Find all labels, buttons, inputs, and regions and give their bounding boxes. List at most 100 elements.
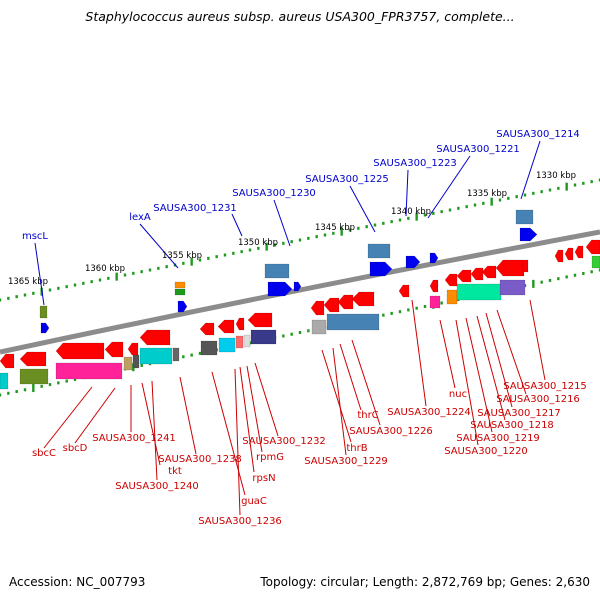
label-connector bbox=[427, 155, 471, 219]
scale-tick bbox=[182, 261, 185, 265]
scale-tick bbox=[65, 285, 68, 289]
gene-block bbox=[429, 295, 441, 309]
gene-block bbox=[127, 342, 139, 356]
gene-label-bottom: SAUSA300_1241 bbox=[92, 433, 176, 444]
gene-block bbox=[139, 347, 173, 365]
label-connector bbox=[43, 386, 93, 449]
scale-tick bbox=[332, 231, 335, 235]
inner-tick bbox=[190, 353, 193, 357]
gene-block bbox=[217, 319, 235, 334]
gene-block bbox=[351, 291, 375, 307]
gene-block bbox=[585, 239, 600, 255]
gene-label-top: SAUSA300_1223 bbox=[373, 158, 457, 169]
scale-tick bbox=[590, 180, 593, 184]
inner-tick bbox=[182, 355, 185, 359]
scale-tick bbox=[32, 291, 35, 295]
gene-block bbox=[177, 300, 188, 313]
scale-tick bbox=[490, 197, 493, 206]
scale-tick bbox=[432, 211, 435, 215]
scale-tick bbox=[398, 218, 402, 222]
gene-label-bottom: SAUSA300_1215 bbox=[503, 381, 587, 392]
label-connector bbox=[246, 365, 263, 453]
inner-tick bbox=[57, 381, 60, 385]
scale-tick bbox=[307, 236, 310, 240]
inner-tick bbox=[307, 329, 310, 333]
scale-tick bbox=[440, 210, 443, 214]
gene-block bbox=[481, 265, 497, 279]
scale-tick bbox=[248, 248, 252, 252]
inner-tick bbox=[7, 391, 10, 395]
gene-block bbox=[267, 281, 293, 297]
scale-tick bbox=[107, 276, 110, 280]
scale-tick bbox=[265, 242, 268, 251]
gene-label-bottom: SAUSA300_1226 bbox=[349, 426, 433, 437]
gene-label-bottom: rpmG bbox=[256, 452, 284, 463]
gene-block bbox=[0, 372, 9, 390]
gene-label-bottom: sbcD bbox=[63, 443, 88, 454]
scale-tick bbox=[232, 251, 235, 255]
label-connector bbox=[485, 312, 513, 408]
inner-tick bbox=[540, 280, 543, 284]
inner-tick bbox=[32, 384, 35, 393]
label-connector bbox=[234, 368, 241, 516]
inner-tick bbox=[290, 332, 293, 336]
scale-tick bbox=[223, 253, 227, 257]
scale-label: 1345 kbp bbox=[315, 223, 355, 233]
gene-block bbox=[199, 322, 215, 336]
scale-tick bbox=[7, 296, 10, 300]
label-connector bbox=[231, 213, 243, 237]
scale-tick bbox=[73, 283, 77, 287]
scale-tick bbox=[457, 206, 460, 210]
gene-block bbox=[55, 362, 123, 380]
gene-block bbox=[398, 284, 410, 298]
gene-block bbox=[132, 354, 140, 369]
scale-tick bbox=[557, 186, 560, 190]
inner-tick bbox=[573, 273, 577, 277]
gene-label-top: SAUSA300_1225 bbox=[305, 174, 389, 185]
gene-label-top: mscL bbox=[22, 231, 48, 242]
label-connector bbox=[349, 185, 376, 233]
scale-tick bbox=[532, 191, 535, 195]
gene-block bbox=[200, 340, 218, 356]
gene-block bbox=[499, 279, 526, 296]
gene-label-bottom: SAUSA300_1232 bbox=[242, 436, 326, 447]
scale-tick bbox=[390, 220, 393, 224]
scale-tick bbox=[257, 246, 260, 250]
scale-tick bbox=[407, 216, 410, 220]
gene-block bbox=[139, 329, 171, 346]
scale-tick bbox=[190, 257, 193, 266]
gene-block bbox=[323, 297, 340, 313]
gene-block bbox=[521, 259, 529, 273]
scale-tick bbox=[123, 273, 127, 277]
scale-tick bbox=[540, 190, 543, 194]
inner-tick bbox=[298, 331, 302, 334]
scale-tick bbox=[148, 268, 152, 272]
label-connector bbox=[254, 362, 279, 437]
gene-block bbox=[235, 335, 244, 349]
label-connector bbox=[339, 343, 362, 411]
gene-block bbox=[444, 273, 458, 287]
label-connector bbox=[455, 319, 479, 446]
scale-tick bbox=[357, 226, 360, 230]
scale-label: 1365 kbp bbox=[8, 277, 48, 287]
gene-block bbox=[456, 283, 502, 301]
scale-tick bbox=[348, 228, 352, 232]
inner-tick bbox=[40, 384, 43, 388]
label-connector bbox=[273, 199, 291, 247]
inner-tick bbox=[565, 275, 568, 279]
gene-block bbox=[519, 227, 538, 242]
scale-tick bbox=[207, 256, 210, 260]
label-connector bbox=[332, 347, 347, 456]
gene-label-bottom: SAUSA300_1229 bbox=[304, 456, 388, 467]
label-connector bbox=[465, 317, 493, 433]
inner-tick bbox=[440, 301, 443, 305]
gene-block bbox=[337, 294, 354, 310]
inner-tick bbox=[48, 383, 52, 387]
label-connector bbox=[74, 387, 116, 444]
gene-block bbox=[19, 368, 49, 385]
map-title: Staphylococcus aureus subsp. aureus USA3… bbox=[85, 9, 515, 24]
scale-tick bbox=[582, 181, 585, 185]
inner-tick bbox=[390, 311, 393, 315]
scale-tick bbox=[98, 278, 102, 282]
